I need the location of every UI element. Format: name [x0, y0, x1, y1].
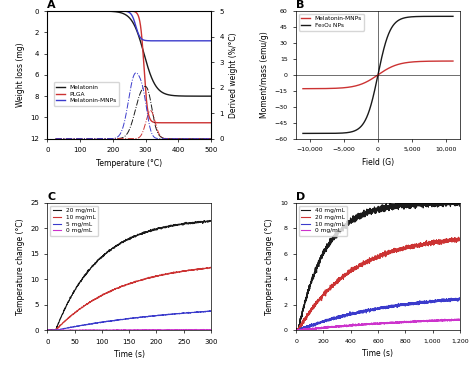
Text: C: C — [47, 192, 55, 202]
Text: D: D — [296, 192, 305, 202]
Legend: 20 mg/mL, 10 mg/mL, 5 mg/mL, 0 mg/mL: 20 mg/mL, 10 mg/mL, 5 mg/mL, 0 mg/mL — [50, 206, 98, 236]
Y-axis label: Derived weight (%/°C): Derived weight (%/°C) — [229, 32, 238, 118]
Legend: 40 mg/mL, 20 mg/mL, 10 mg/mL, 0 mg/mL: 40 mg/mL, 20 mg/mL, 10 mg/mL, 0 mg/mL — [299, 206, 347, 236]
Text: B: B — [296, 0, 304, 10]
Text: A: A — [47, 0, 56, 10]
Y-axis label: Moment/mass (emu/g): Moment/mass (emu/g) — [260, 32, 269, 118]
X-axis label: Temperature (°C): Temperature (°C) — [96, 159, 162, 168]
X-axis label: Field (G): Field (G) — [362, 157, 394, 167]
Legend: Melatonin, PLGA, Melatonin-MNPs: Melatonin, PLGA, Melatonin-MNPs — [54, 82, 119, 106]
Legend: Melatonin-MNPs, Fe₃O₄ NPs: Melatonin-MNPs, Fe₃O₄ NPs — [299, 14, 365, 30]
X-axis label: Time (s): Time (s) — [114, 350, 145, 359]
Y-axis label: Temperature change (°C): Temperature change (°C) — [16, 218, 25, 315]
Y-axis label: Temperature change (°C): Temperature change (°C) — [265, 218, 274, 315]
Y-axis label: Weight loss (mg): Weight loss (mg) — [16, 43, 25, 107]
X-axis label: Time (s): Time (s) — [363, 349, 393, 358]
